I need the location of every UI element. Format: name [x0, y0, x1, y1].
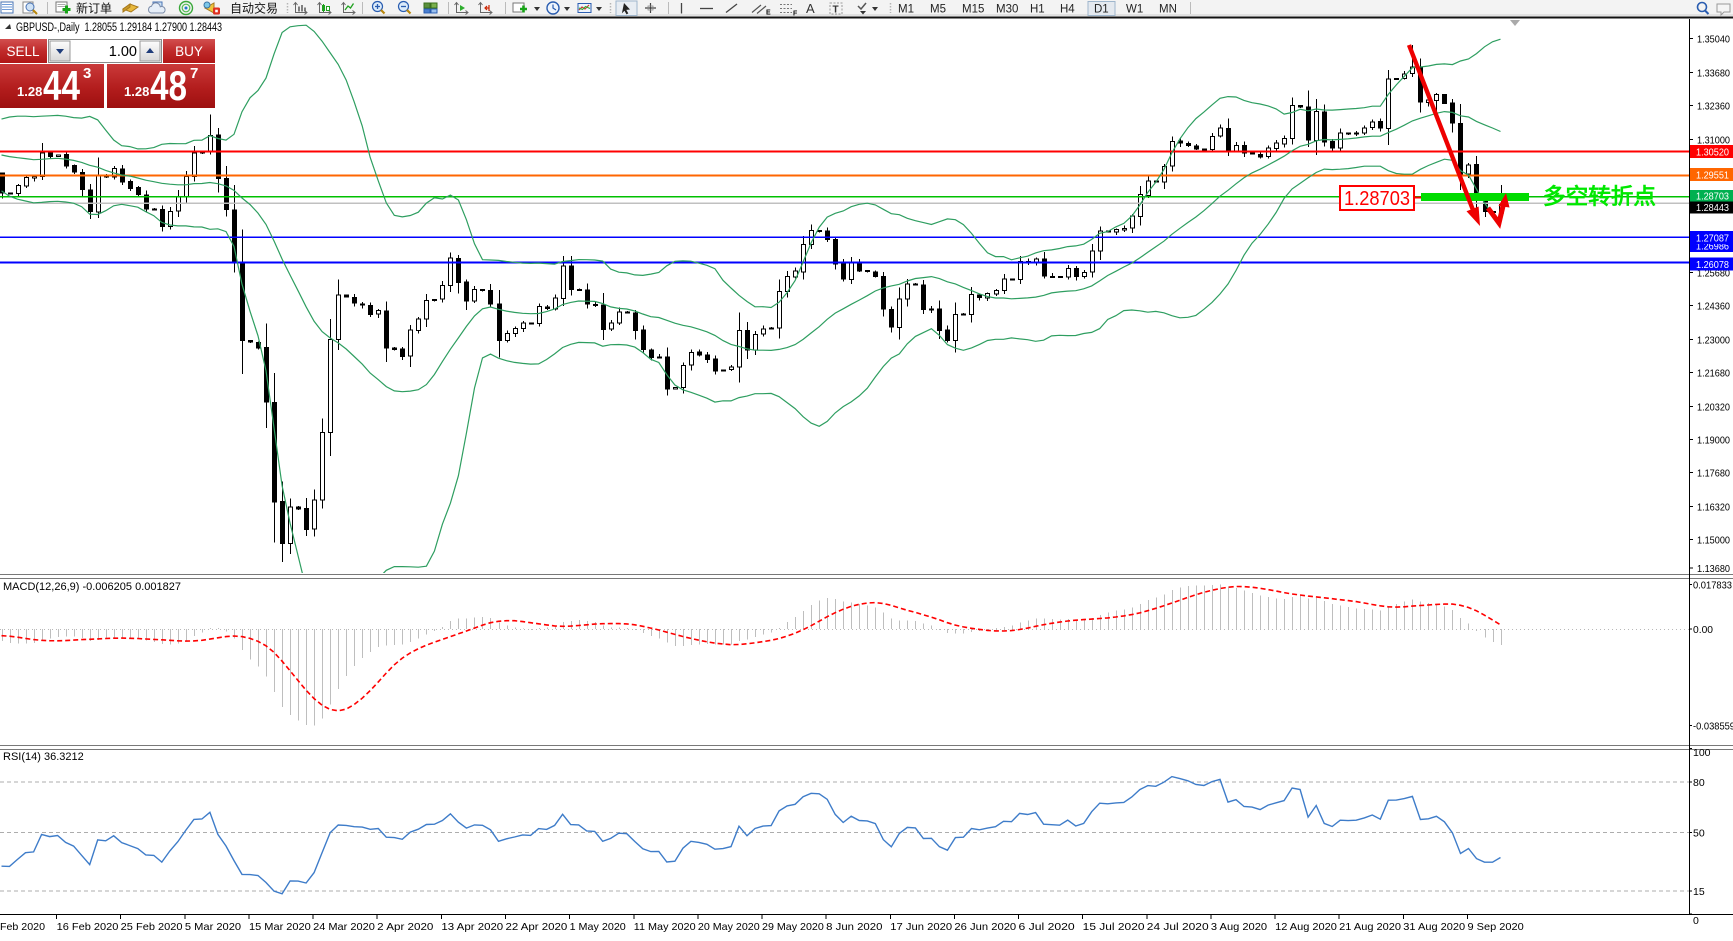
svg-text:7: 7: [190, 65, 198, 82]
svg-text:MACD(12,26,9) -0.006205 0.0018: MACD(12,26,9) -0.006205 0.001827: [3, 581, 181, 593]
svg-text:26 Jun 2020: 26 Jun 2020: [954, 921, 1016, 933]
svg-text:9 Sep 2020: 9 Sep 2020: [1468, 921, 1524, 933]
svg-text:1.21680: 1.21680: [1697, 368, 1730, 380]
svg-text:1.19000: 1.19000: [1697, 435, 1730, 447]
svg-text:GBPUSD-,Daily 1.28055 1.29184: GBPUSD-,Daily 1.28055 1.29184 1.27900 1.…: [16, 22, 222, 34]
svg-text:31 Aug 2020: 31 Aug 2020: [1403, 921, 1465, 933]
svg-text:1.32360: 1.32360: [1697, 101, 1730, 113]
svg-text:RSI(14) 36.3212: RSI(14) 36.3212: [3, 751, 84, 763]
svg-text:1.31000: 1.31000: [1697, 135, 1730, 147]
svg-text:F: F: [793, 11, 798, 18]
svg-text:D1: D1: [1094, 4, 1109, 16]
svg-text:新订单: 新订单: [76, 1, 112, 16]
svg-text:T: T: [833, 5, 839, 16]
svg-text:1.20320: 1.20320: [1697, 402, 1730, 414]
svg-text:48: 48: [150, 62, 187, 109]
svg-text:M5: M5: [930, 4, 946, 16]
svg-text:1.33680: 1.33680: [1697, 68, 1730, 80]
svg-text:8 Jun 2020: 8 Jun 2020: [826, 921, 882, 933]
svg-text:11 May 2020: 11 May 2020: [634, 921, 696, 933]
svg-text:1.28: 1.28: [124, 84, 149, 99]
svg-text:20 May 2020: 20 May 2020: [698, 921, 760, 933]
svg-text:1.13680: 1.13680: [1697, 563, 1730, 575]
svg-text:0.00: 0.00: [1693, 624, 1713, 636]
svg-text:29 May 2020: 29 May 2020: [762, 921, 824, 933]
svg-text:15 Mar 2020: 15 Mar 2020: [249, 921, 311, 933]
svg-text:6 Jul 2020: 6 Jul 2020: [1019, 921, 1075, 933]
svg-text:24 Mar 2020: 24 Mar 2020: [313, 921, 375, 933]
svg-text:1.27087: 1.27087: [1696, 232, 1729, 244]
svg-text:1.28703: 1.28703: [1344, 188, 1410, 210]
svg-text:E: E: [766, 10, 771, 17]
svg-text:1.28443: 1.28443: [1696, 202, 1729, 214]
svg-text:22 Apr 2020: 22 Apr 2020: [506, 921, 568, 933]
svg-text:24 Jul 2020: 24 Jul 2020: [1147, 921, 1209, 933]
svg-text:5 Mar 2020: 5 Mar 2020: [185, 921, 241, 933]
svg-text:3: 3: [83, 65, 91, 82]
svg-text:15 Jul 2020: 15 Jul 2020: [1083, 921, 1145, 933]
svg-text:3 Aug 2020: 3 Aug 2020: [1211, 921, 1267, 933]
svg-text:15: 15: [1693, 886, 1705, 898]
svg-text:M30: M30: [996, 4, 1018, 16]
svg-text:1.00: 1.00: [109, 44, 137, 60]
svg-text:H1: H1: [1030, 4, 1045, 16]
svg-text:BUY: BUY: [175, 44, 203, 59]
svg-text:2 Apr 2020: 2 Apr 2020: [377, 921, 433, 933]
svg-text:1.15000: 1.15000: [1697, 535, 1730, 547]
svg-text:1.16320: 1.16320: [1697, 502, 1730, 514]
svg-text:12 Aug 2020: 12 Aug 2020: [1275, 921, 1337, 933]
svg-text:17 Jun 2020: 17 Jun 2020: [890, 921, 952, 933]
svg-text:1.28703: 1.28703: [1696, 191, 1729, 203]
svg-text:1.17680: 1.17680: [1697, 468, 1730, 480]
svg-text:100: 100: [1693, 747, 1711, 759]
svg-text:80: 80: [1693, 777, 1705, 789]
svg-text:16 Feb 2020: 16 Feb 2020: [57, 921, 119, 933]
svg-text:1.30520: 1.30520: [1696, 147, 1729, 159]
svg-text:25 Feb 2020: 25 Feb 2020: [121, 921, 183, 933]
svg-text:H4: H4: [1060, 4, 1075, 16]
svg-text:Feb 2020: Feb 2020: [0, 921, 45, 933]
svg-text:MN: MN: [1159, 4, 1177, 16]
svg-text:0: 0: [1693, 915, 1699, 927]
svg-text:21 Aug 2020: 21 Aug 2020: [1339, 921, 1401, 933]
svg-text:44: 44: [43, 62, 81, 109]
svg-text:多空转折点: 多空转折点: [1543, 184, 1656, 209]
svg-text:W1: W1: [1126, 4, 1143, 16]
svg-text:1.24360: 1.24360: [1697, 301, 1730, 313]
svg-text:1.28: 1.28: [17, 84, 42, 99]
svg-text:1.23000: 1.23000: [1697, 335, 1730, 347]
svg-text:0.017833: 0.017833: [1693, 579, 1732, 591]
svg-text:SELL: SELL: [6, 44, 40, 59]
svg-text:1 May 2020: 1 May 2020: [570, 921, 626, 933]
svg-text:M15: M15: [962, 4, 984, 16]
svg-text:1.35040: 1.35040: [1697, 34, 1730, 46]
svg-text:13 Apr 2020: 13 Apr 2020: [441, 921, 503, 933]
svg-text:50: 50: [1693, 827, 1705, 839]
svg-text:自动交易: 自动交易: [230, 1, 278, 16]
svg-text:A: A: [806, 1, 815, 16]
svg-text:-0.038559: -0.038559: [1693, 720, 1733, 732]
svg-text:1.26078: 1.26078: [1696, 259, 1729, 271]
svg-text:M1: M1: [898, 4, 914, 16]
svg-text:1.29551: 1.29551: [1696, 170, 1729, 182]
